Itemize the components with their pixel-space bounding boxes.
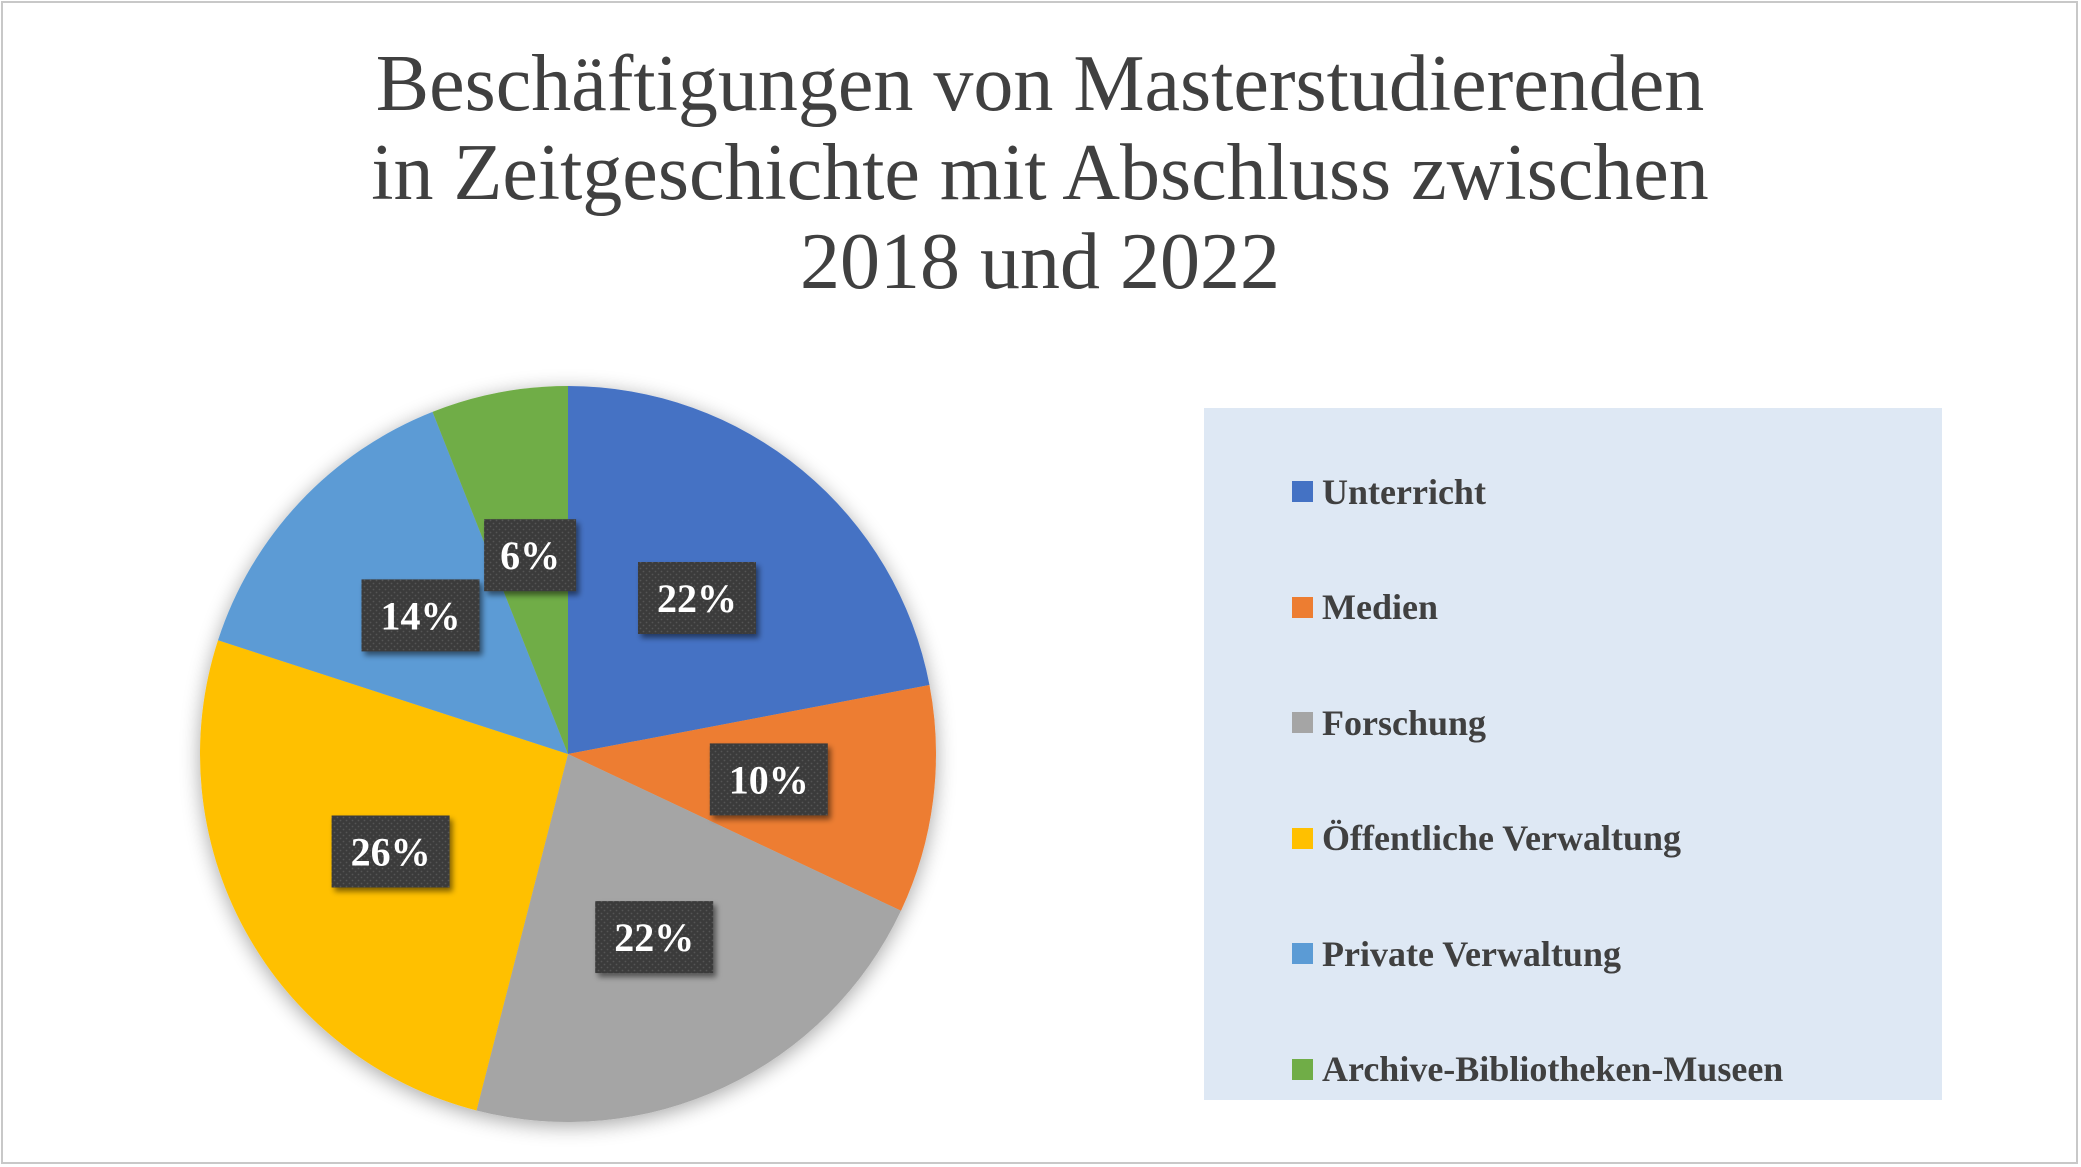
legend-label: Forschung: [1322, 702, 1487, 743]
data-label-box: [331, 815, 450, 888]
data-label-box: [709, 743, 828, 816]
data-label-text: 22%: [657, 576, 737, 621]
legend-swatch: [1292, 712, 1313, 734]
legend-entry: Forschung: [1292, 665, 1942, 781]
data-label: 6%: [484, 519, 577, 592]
legend-label: Öffentliche Verwaltung: [1322, 818, 1681, 859]
data-label: 22%: [638, 562, 756, 634]
data-label: 22%: [595, 901, 714, 974]
data-label-text: 14%: [381, 593, 461, 638]
legend-entry: Archive-Bibliotheken-Museen: [1292, 1012, 1942, 1128]
legend-swatch: [1292, 1058, 1313, 1080]
data-label: 10%: [709, 743, 828, 816]
legend-swatch: [1292, 481, 1313, 503]
legend-label: Private Verwaltung: [1322, 933, 1621, 974]
legend-entry: Medien: [1292, 550, 1942, 666]
chart-title-line-2: in Zeitgeschichte mit Abschluss zwischen: [371, 129, 1709, 217]
data-label-text: 6%: [500, 533, 560, 578]
data-label: 26%: [331, 815, 450, 888]
legend-entry: Private Verwaltung: [1292, 896, 1942, 1012]
data-label-text: 10%: [729, 757, 809, 802]
chart-title-line-3: 2018 und 2022: [800, 218, 1280, 306]
legend-label: Unterricht: [1322, 471, 1486, 512]
data-label-text: 22%: [614, 915, 694, 960]
data-label-box: [361, 579, 480, 652]
legend-label: Medien: [1322, 587, 1438, 628]
legend-entry: Öffentliche Verwaltung: [1292, 781, 1942, 897]
legend-label: Archive-Bibliotheken-Museen: [1322, 1049, 1784, 1090]
legend-swatch: [1292, 943, 1313, 965]
legend-entry: Unterricht: [1292, 434, 1942, 550]
chart-title: Beschäftigungen von Masterstudierenden i…: [140, 40, 1940, 307]
legend-swatch: [1292, 827, 1313, 849]
data-label-box: [595, 901, 714, 974]
legend-swatch: [1292, 596, 1313, 618]
data-label-text: 26%: [351, 830, 431, 875]
chart-legend: Unterricht Medien Forschung Öffentliche …: [1204, 408, 1942, 1100]
data-label-box: [638, 562, 756, 634]
data-label: 14%: [361, 579, 480, 652]
chart-title-line-1: Beschäftigungen von Masterstudierenden: [375, 40, 1705, 128]
data-label-box: [484, 519, 577, 592]
